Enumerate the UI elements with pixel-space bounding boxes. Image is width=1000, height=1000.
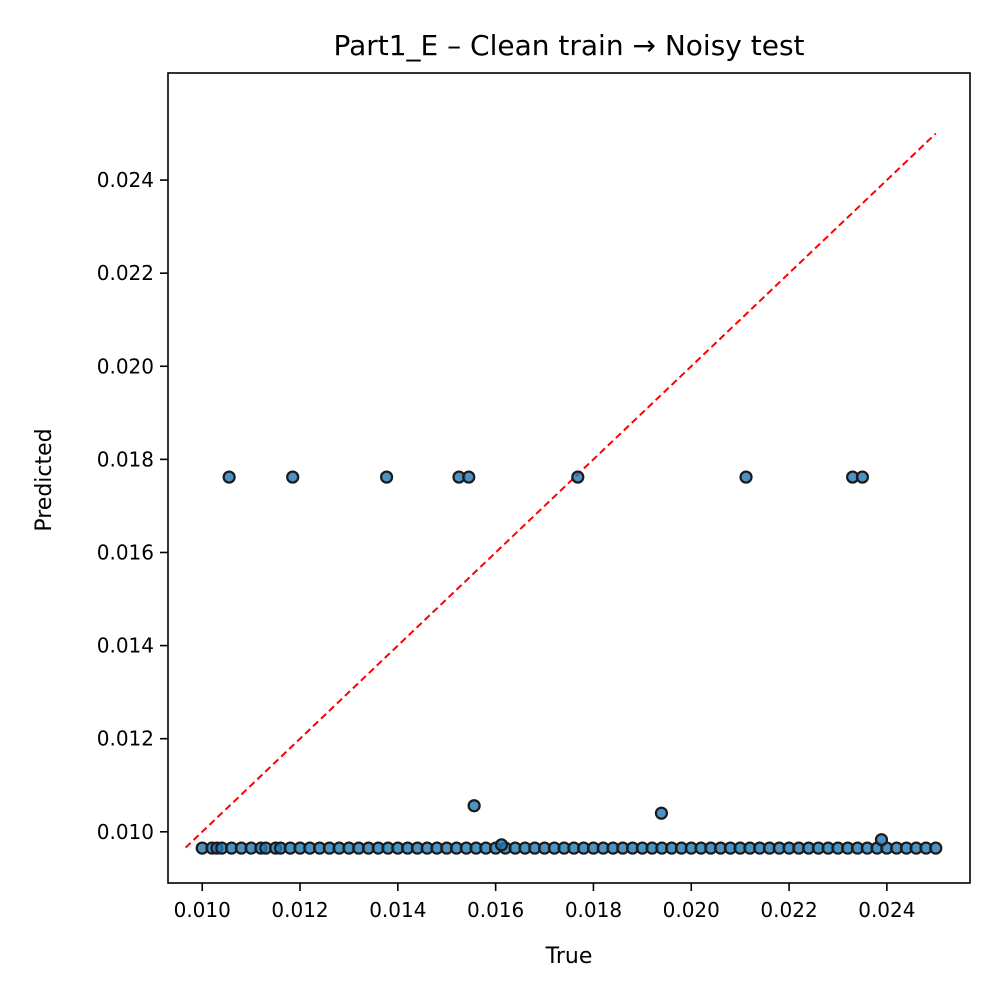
x-axis-label: True	[545, 944, 593, 969]
scatter-point	[379, 470, 394, 484]
x-tick-label: 0.020	[663, 898, 720, 922]
scatter-point	[286, 470, 300, 484]
scatter-point	[855, 470, 870, 484]
scatter-point	[467, 799, 481, 813]
scatter-point	[494, 838, 509, 852]
scatter-point	[571, 470, 585, 484]
x-tick-label: 0.022	[760, 898, 817, 922]
x-tick-label: 0.018	[565, 898, 622, 922]
y-tick-label: 0.024	[97, 168, 154, 192]
x-tick-label: 0.010	[174, 898, 231, 922]
y-tick-label: 0.020	[97, 354, 154, 378]
data-points	[195, 470, 943, 855]
axis-ticks: 0.010 0.012 0.014 0.016 0.018 0.020 0.022 0.024…	[97, 168, 916, 922]
scatter-point	[739, 470, 753, 484]
y-tick-label: 0.014	[97, 634, 154, 658]
y-tick-label: 0.016	[97, 540, 154, 564]
y-tick-label: 0.022	[97, 261, 154, 285]
y-tick-label: 0.018	[97, 447, 154, 471]
scatter-point	[462, 470, 476, 484]
y-tick-label: 0.012	[97, 727, 154, 751]
identity-reference-line	[184, 132, 937, 849]
x-tick-label: 0.012	[271, 898, 328, 922]
y-tick-label: 0.010	[97, 820, 154, 844]
x-tick-label: 0.024	[858, 898, 915, 922]
x-tick-label: 0.014	[369, 898, 426, 922]
plot-frame	[167, 72, 971, 884]
scatter-point	[874, 833, 889, 847]
scatter-point	[654, 806, 669, 820]
scatter-point	[222, 470, 236, 484]
y-axis-label: Predicted	[32, 428, 57, 531]
scatter-point	[929, 841, 943, 855]
chart-title: Part1_E – Clean train → Noisy test	[333, 29, 804, 62]
x-tick-label: 0.016	[467, 898, 524, 922]
